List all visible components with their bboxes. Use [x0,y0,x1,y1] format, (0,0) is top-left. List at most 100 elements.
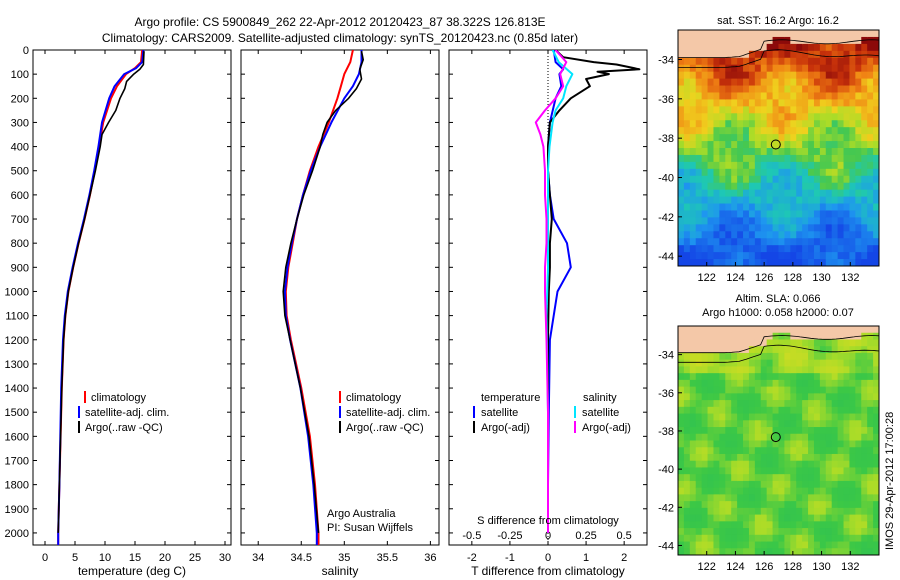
map-cell [861,352,868,361]
map-cell [843,43,851,52]
map-cell [802,182,809,191]
map-cell [737,71,744,80]
map-cell [808,501,815,509]
map-cell [719,359,726,368]
map-cell [754,433,762,442]
map-cell [743,64,750,73]
map-cell [796,175,803,184]
map-cell [855,366,862,374]
map-cell [760,528,768,536]
map-cell [748,161,756,170]
map-cell [778,231,786,239]
map-cell [766,92,774,101]
map-cell [778,326,786,334]
map-cell [737,352,744,361]
map-cell [713,175,720,184]
map-cell [796,238,803,246]
map-cell [760,231,768,239]
map-cell [849,196,856,205]
map-cell [831,501,839,509]
map-cell [873,71,879,80]
map-cell [731,141,738,149]
map-cell [772,528,780,536]
map-cell [689,326,697,334]
map-cell [689,134,697,142]
map-cell [849,447,856,455]
map-cell [743,447,750,455]
map-cell [855,245,862,253]
map-cell [784,259,791,266]
map-cell [766,359,774,368]
map-cell [731,406,738,415]
map-cell [725,447,732,455]
map-cell [825,106,833,114]
map-cell [837,487,845,495]
map-cell [855,57,862,66]
sst-map-title: sat. SST: 16.2 Argo: 16.2 [717,15,839,27]
map-cell [813,339,821,347]
map-cell [790,474,797,482]
map-cell [819,501,827,509]
map-cell [760,252,768,260]
map-cell [855,400,862,408]
map-cell [737,30,744,38]
map-cell [819,231,827,239]
map-cell [743,514,750,522]
map-cell [802,210,809,219]
map-cell [867,43,874,52]
map-cell [831,326,839,334]
map-cell [731,85,738,94]
map-cell [683,196,691,205]
map-cell [831,252,839,260]
depth-tick-label: 1900 [5,504,29,516]
map-cell [796,379,803,388]
map-cell [754,413,762,421]
map-cell [737,501,744,509]
map-cell [861,379,868,388]
map-cell [796,99,803,107]
map-cell [790,259,797,266]
map-cell [754,507,762,516]
map-cell [796,148,803,156]
map-cell [837,148,845,156]
map-cell [784,245,791,253]
map-cell [707,141,715,149]
map-cell [766,346,774,354]
map-cell [719,548,726,555]
map-cell [843,346,851,354]
map-cell [873,400,879,408]
map-cell [719,440,726,448]
map-cell [725,359,732,368]
map-cell [725,400,732,408]
depth-tick-label: 1600 [5,431,29,443]
map-cell [754,30,762,38]
map-cell [855,217,862,225]
map-cell [737,447,744,455]
map-cell [713,141,720,149]
map-cell [772,245,780,253]
map-cell [867,420,874,428]
map-cell [695,224,703,232]
map-cell [760,175,768,184]
map-cell [867,238,874,246]
map-cell [861,168,868,177]
map-cell [725,534,732,543]
map-cell [707,427,715,435]
map-cell [849,474,856,482]
lat-tick-label: -36 [658,388,674,400]
map-cell [772,440,780,448]
map-cell [760,203,768,212]
map-cell [725,99,732,107]
map-cell [683,332,691,341]
map-cell [855,373,862,381]
map-cell [760,514,768,522]
map-cell [784,78,791,87]
map-cell [743,78,750,87]
map-cell [861,252,868,260]
map-cell [813,217,821,225]
map-cell [778,393,786,401]
map-cell [695,182,703,191]
map-cell [813,141,821,149]
map-cell [748,85,756,94]
map-cell [849,120,856,128]
